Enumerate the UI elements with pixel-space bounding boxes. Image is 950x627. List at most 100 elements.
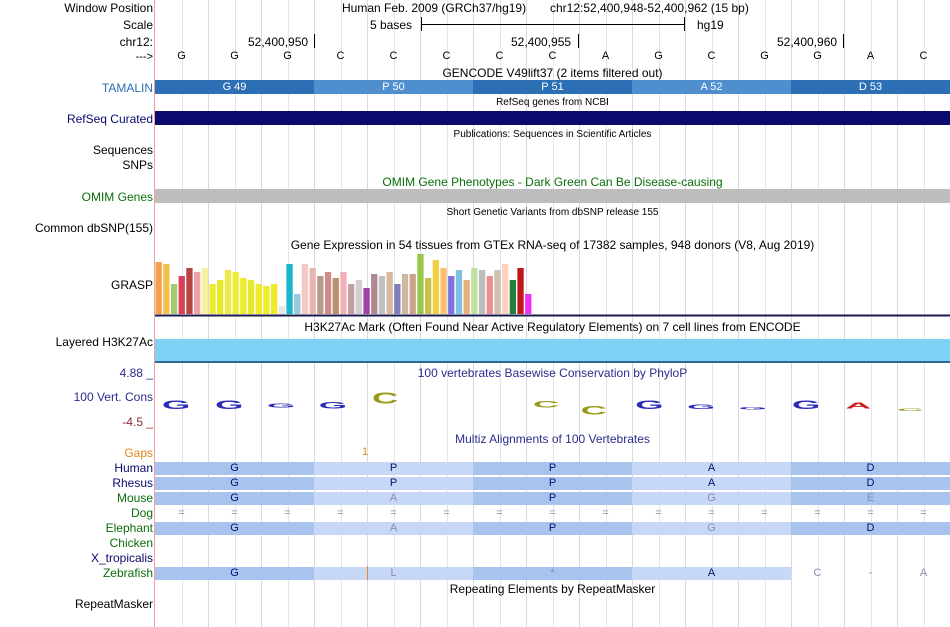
- phylop-letter: G: [687, 403, 715, 410]
- gtex-tissue-bar: [247, 280, 255, 314]
- gtex-tissue-bar: [378, 276, 386, 314]
- species-label-chicken[interactable]: Chicken: [109, 536, 153, 550]
- scale-label: Scale: [122, 18, 153, 32]
- alignment-codon[interactable]: G: [632, 522, 791, 535]
- alignment-codon[interactable]: G: [632, 492, 791, 505]
- repeatmasker-label[interactable]: RepeatMasker: [74, 597, 153, 611]
- position-tick: [578, 34, 579, 48]
- dbsnp-label[interactable]: Common dbSNP(155): [34, 221, 153, 235]
- position-tick-label: 52,400,955: [511, 35, 572, 49]
- alignment-base[interactable]: A: [919, 567, 928, 579]
- alignment-codon[interactable]: A: [632, 462, 791, 475]
- species-label-xtropicalis[interactable]: X_tropicalis: [90, 551, 153, 565]
- alignment-base[interactable]: C: [813, 567, 822, 579]
- alignment-codon[interactable]: E: [791, 492, 950, 505]
- gtex-tissue-bar: [278, 306, 285, 314]
- dog-match-mark: =: [867, 507, 874, 519]
- base-letter: G: [654, 50, 663, 62]
- alignment-codon[interactable]: D: [791, 477, 950, 490]
- alignment-codon[interactable]: A: [632, 567, 791, 580]
- phylop-letter: G: [215, 399, 243, 412]
- grasp-label[interactable]: GRASP: [110, 278, 153, 292]
- gaps-marker: 1: [362, 446, 369, 458]
- phylop-letter: C: [897, 408, 923, 412]
- gtex-tissue-bar: [440, 268, 447, 314]
- alignment-codon[interactable]: G: [155, 522, 314, 535]
- alignment-codon[interactable]: D: [791, 522, 950, 535]
- alignment-codon[interactable]: P: [473, 522, 632, 535]
- scale-bar-left-tick: [421, 17, 422, 31]
- gtex-track-title[interactable]: Gene Expression in 54 tissues from GTEx …: [290, 238, 815, 252]
- phylop-letter: G: [267, 403, 295, 409]
- h3k27ac-baseline: [155, 361, 950, 363]
- alignment-codon[interactable]: A: [632, 477, 791, 490]
- alignment-codon[interactable]: *: [473, 567, 632, 580]
- species-label-elephant[interactable]: Elephant: [105, 521, 153, 535]
- alignment-codon[interactable]: G: [155, 462, 314, 475]
- alignment-codon[interactable]: P: [314, 477, 473, 490]
- repeatmasker-track-title[interactable]: Repeating Elements by RepeatMasker: [449, 582, 656, 596]
- omim-track-title[interactable]: OMIM Gene Phenotypes - Dark Green Can Be…: [382, 175, 723, 189]
- species-label-mouse[interactable]: Mouse: [116, 491, 153, 505]
- tamalin-codon[interactable]: P 50: [314, 80, 473, 94]
- dog-match-mark: =: [443, 507, 450, 519]
- gtex-tissue-bar: [502, 264, 509, 314]
- alignment-codon[interactable]: D: [791, 462, 950, 475]
- phylop-logo[interactable]: G G G G C C C G G G G A C: [155, 380, 950, 430]
- phylop-track-title[interactable]: 100 vertebrates Basewise Conservation by…: [417, 366, 688, 380]
- alignment-codon[interactable]: P: [473, 477, 632, 490]
- gtex-tissue-bar: [217, 280, 224, 314]
- dog-match-mark: =: [496, 507, 503, 519]
- h3k27ac-label[interactable]: Layered H3K27Ac: [55, 335, 153, 349]
- dbsnp-track-title[interactable]: Short Genetic Variants from dbSNP releas…: [446, 207, 659, 218]
- dog-match-mark: =: [337, 507, 344, 519]
- species-label-human[interactable]: Human: [114, 461, 153, 475]
- refseq-label[interactable]: RefSeq Curated: [66, 112, 153, 126]
- alignment-codon[interactable]: A: [314, 492, 473, 505]
- tamalin-codon[interactable]: G 49: [155, 80, 314, 94]
- alignment-codon[interactable]: G: [155, 567, 314, 580]
- tamalin-codon[interactable]: A 52: [632, 80, 791, 94]
- alignment-base[interactable]: -: [868, 567, 873, 579]
- alignment-codon[interactable]: P: [473, 462, 632, 475]
- refseq-track-title[interactable]: RefSeq genes from NCBI: [496, 97, 609, 108]
- dog-match-mark: =: [284, 507, 291, 519]
- snps-label[interactable]: SNPs: [122, 158, 153, 172]
- base-letter: G: [813, 50, 822, 62]
- gtex-tissue-bar: [163, 264, 170, 314]
- phylop-letter: G: [319, 400, 347, 410]
- h3k27ac-signal[interactable]: [155, 339, 950, 361]
- gtex-tissue-bar: [232, 272, 239, 314]
- omim-label[interactable]: OMIM Genes: [81, 190, 153, 204]
- base-letter: C: [919, 50, 928, 62]
- alignment-codon[interactable]: G: [155, 477, 314, 490]
- gtex-tissue-bar: [525, 294, 532, 314]
- gtex-tissue-bar: [209, 284, 216, 314]
- gencode-track-title[interactable]: GENCODE V49lift37 (2 items filtered out): [442, 66, 663, 80]
- gtex-tissue-bar: [155, 262, 162, 314]
- refseq-gene-bar[interactable]: [155, 111, 950, 125]
- alignment-codon[interactable]: G: [155, 492, 314, 505]
- species-label-rhesus[interactable]: Rhesus: [112, 476, 153, 490]
- species-label-dog[interactable]: Dog: [130, 506, 153, 520]
- publications-track-title[interactable]: Publications: Sequences in Scientific Ar…: [453, 129, 652, 140]
- gtex-tissue-bar: [448, 276, 455, 314]
- h3k27ac-track-title[interactable]: H3K27Ac Mark (Often Found Near Active Re…: [304, 320, 801, 334]
- strand-arrow[interactable]: --->: [135, 51, 153, 63]
- base-letter: C: [495, 50, 504, 62]
- species-label-zebrafish[interactable]: Zebrafish: [102, 566, 153, 580]
- alignment-codon[interactable]: P: [473, 492, 632, 505]
- alignment-codon[interactable]: A: [314, 522, 473, 535]
- gtex-expression-chart[interactable]: [155, 252, 950, 317]
- dog-match-mark: =: [549, 507, 556, 519]
- alignment-codon[interactable]: P: [314, 462, 473, 475]
- cons-label[interactable]: 100 Vert. Cons: [73, 390, 153, 404]
- alignment-codon[interactable]: L: [314, 567, 473, 580]
- tamalin-codon[interactable]: P 51: [473, 80, 632, 94]
- tamalin-codon[interactable]: D 53: [791, 80, 950, 94]
- omim-bar[interactable]: [155, 189, 950, 203]
- gaps-label[interactable]: Gaps: [124, 446, 153, 460]
- tamalin-label[interactable]: TAMALIN: [101, 81, 153, 95]
- multiz-track-title[interactable]: Multiz Alignments of 100 Vertebrates: [455, 432, 650, 446]
- sequences-label[interactable]: Sequences: [92, 143, 153, 157]
